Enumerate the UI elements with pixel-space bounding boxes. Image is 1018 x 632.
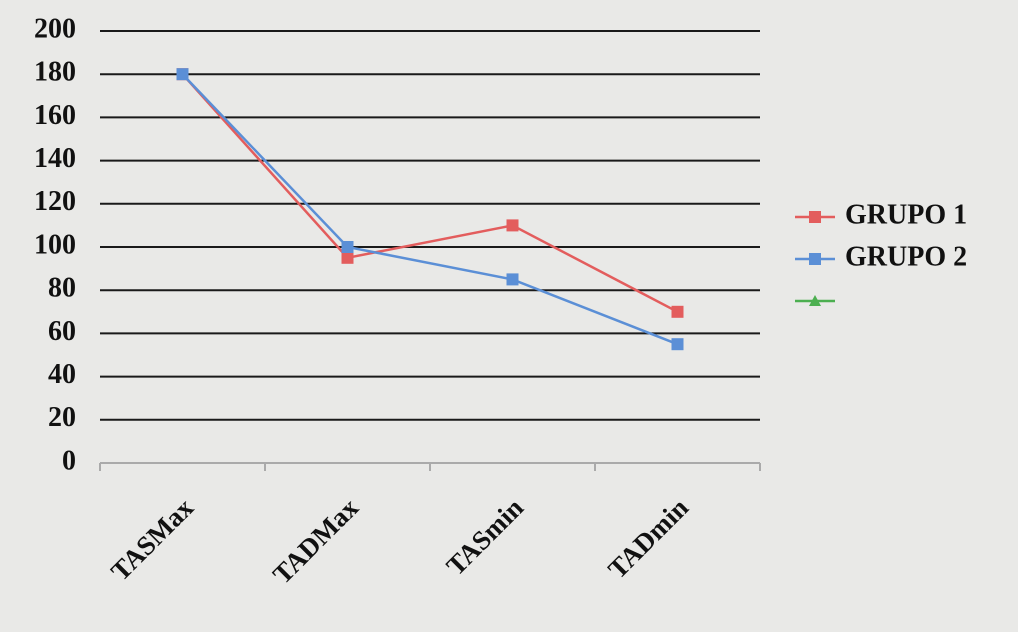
point: [506, 273, 519, 286]
y-tick-label: 120: [34, 186, 76, 217]
y-tick-label: 200: [34, 13, 76, 44]
legend-marker: [809, 253, 821, 265]
y-tick-label: 180: [34, 57, 76, 88]
legend-marker: [809, 295, 821, 306]
point: [671, 338, 684, 351]
series-line: [181, 73, 679, 313]
y-tick-label: 80: [48, 273, 76, 304]
legend-label: GRUPO 2: [845, 241, 967, 272]
y-tick-label: 0: [62, 445, 76, 476]
y-tick-label: 20: [48, 402, 76, 433]
point: [341, 241, 354, 253]
y-tick-label: 100: [34, 229, 76, 260]
point: [671, 305, 684, 318]
legend-marker: [809, 211, 821, 223]
y-tick-label: 140: [34, 143, 76, 174]
series-line: [181, 73, 678, 346]
point: [176, 68, 189, 81]
point: [341, 251, 354, 264]
legend-label: GRUPO 1: [845, 199, 967, 230]
point: [506, 219, 519, 232]
y-tick-label: 60: [48, 316, 76, 347]
y-tick-label: 160: [34, 100, 76, 131]
y-tick-label: 40: [48, 359, 76, 390]
